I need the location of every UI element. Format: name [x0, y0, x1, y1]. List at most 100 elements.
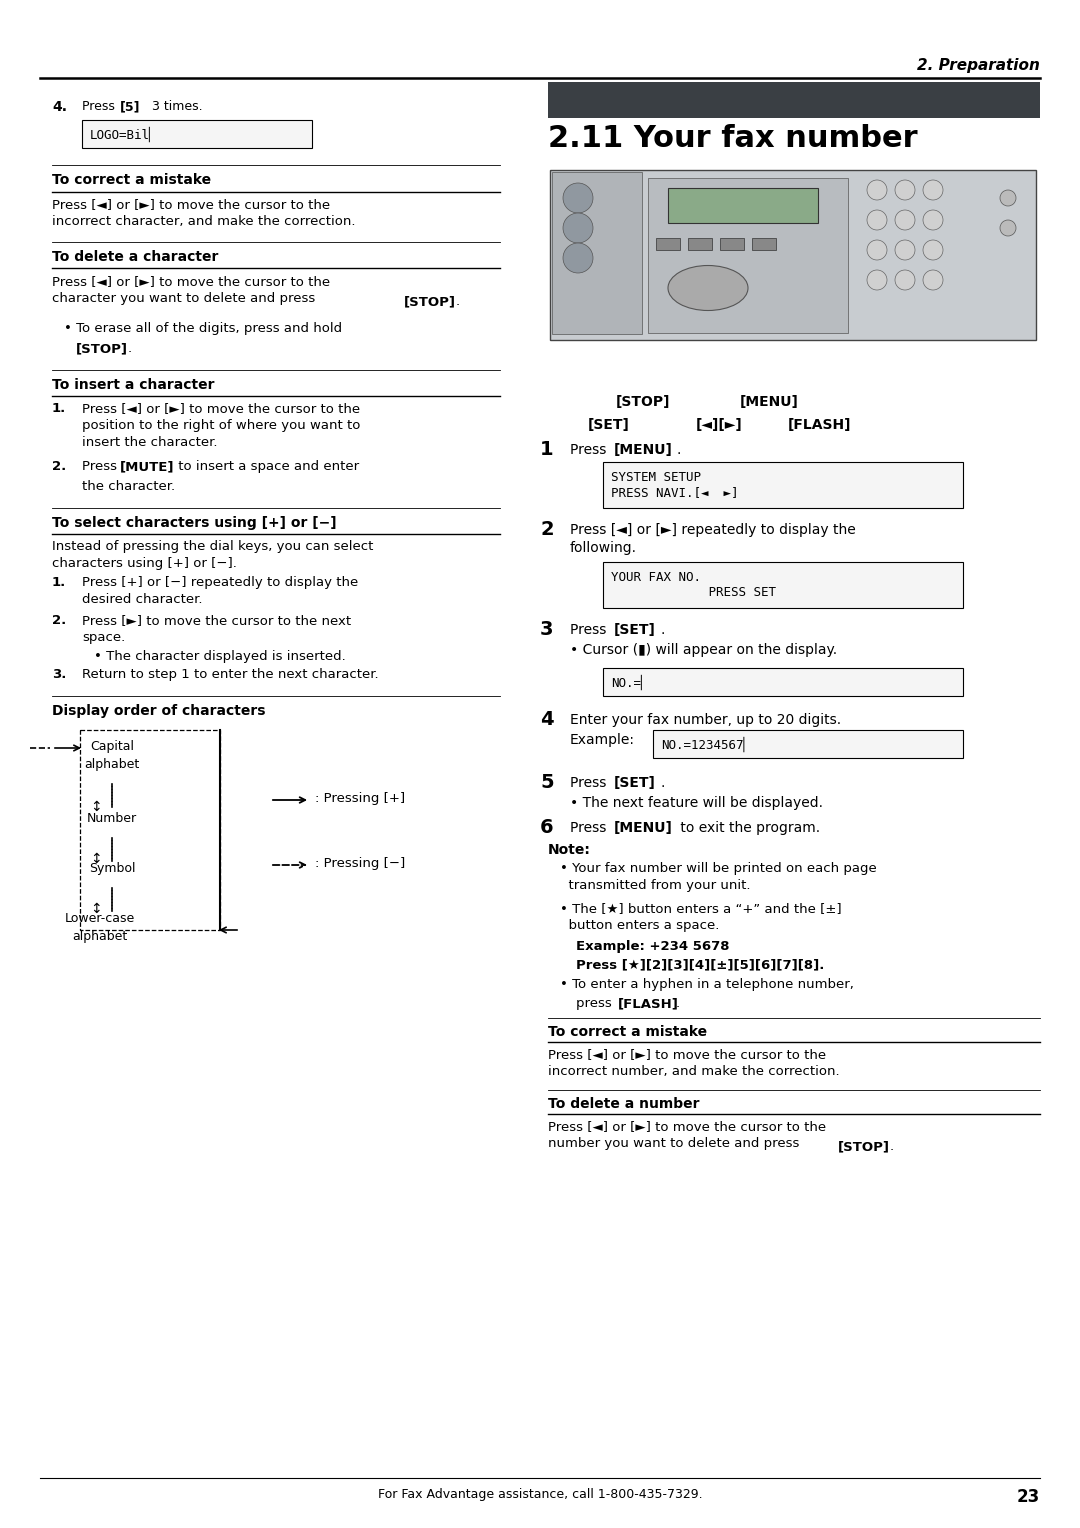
Bar — [669, 188, 818, 223]
Text: .: . — [890, 1140, 894, 1154]
Text: Press: Press — [570, 821, 611, 834]
Text: .: . — [676, 996, 680, 1010]
Text: • The character displayed is inserted.: • The character displayed is inserted. — [94, 649, 346, 663]
Text: To delete a character: To delete a character — [52, 251, 218, 264]
Circle shape — [1000, 189, 1016, 206]
Text: : Pressing [+]: : Pressing [+] — [315, 792, 405, 805]
Bar — [603, 461, 963, 507]
Text: Press [◄] or [►] repeatedly to display the
following.: Press [◄] or [►] repeatedly to display t… — [570, 523, 855, 555]
Text: To correct a mistake: To correct a mistake — [52, 173, 211, 186]
Text: [MENU]: [MENU] — [615, 443, 673, 457]
Circle shape — [923, 180, 943, 200]
Text: Example: +234 5678: Example: +234 5678 — [576, 940, 729, 953]
Text: .: . — [129, 342, 132, 354]
Text: [MENU]: [MENU] — [615, 821, 673, 834]
Text: • Your fax number will be printed on each page
  transmitted from your unit.: • Your fax number will be printed on eac… — [561, 862, 877, 892]
Text: [◄][►]: [◄][►] — [696, 419, 743, 432]
Bar — [720, 238, 744, 251]
Text: [5]: [5] — [120, 99, 140, 113]
Text: 3: 3 — [540, 620, 554, 639]
Text: Press: Press — [570, 776, 611, 790]
Circle shape — [923, 270, 943, 290]
Text: Press: Press — [82, 460, 121, 474]
Text: ↕: ↕ — [90, 902, 102, 915]
Circle shape — [923, 209, 943, 231]
Text: the character.: the character. — [82, 480, 175, 494]
Circle shape — [923, 240, 943, 260]
Text: Enter your fax number, up to 20 digits.: Enter your fax number, up to 20 digits. — [570, 714, 841, 727]
Text: To select characters using [+] or [−]: To select characters using [+] or [−] — [52, 516, 337, 530]
Text: Press [◄] or [►] to move the cursor to the
number you want to delete and press: Press [◄] or [►] to move the cursor to t… — [548, 1120, 826, 1151]
Text: 1.: 1. — [52, 402, 66, 416]
Circle shape — [563, 243, 593, 274]
Text: 23: 23 — [1016, 1488, 1040, 1507]
Circle shape — [563, 212, 593, 243]
Text: Symbol: Symbol — [89, 862, 135, 876]
Circle shape — [895, 270, 915, 290]
Text: alphabet: alphabet — [84, 758, 139, 772]
Circle shape — [867, 240, 887, 260]
Text: : Pressing [−]: : Pressing [−] — [315, 857, 405, 869]
Text: Instead of pressing the dial keys, you can select
characters using [+] or [−].: Instead of pressing the dial keys, you c… — [52, 539, 374, 570]
Text: 5: 5 — [540, 773, 554, 792]
Text: [SET]: [SET] — [615, 776, 656, 790]
Bar — [653, 730, 963, 758]
Text: [STOP]: [STOP] — [404, 295, 456, 309]
Text: To delete a number: To delete a number — [548, 1097, 700, 1111]
Text: NO.=1234567▏: NO.=1234567▏ — [661, 736, 751, 752]
Text: 4: 4 — [540, 711, 554, 729]
Bar — [82, 121, 312, 148]
Text: YOUR FAX NO.
             PRESS SET: YOUR FAX NO. PRESS SET — [611, 571, 777, 599]
Circle shape — [895, 209, 915, 231]
Text: .: . — [676, 443, 680, 457]
Text: For Fax Advantage assistance, call 1-800-435-7329.: For Fax Advantage assistance, call 1-800… — [378, 1488, 702, 1500]
Bar — [603, 562, 963, 608]
Bar — [548, 83, 1040, 118]
Text: [FLASH]: [FLASH] — [788, 419, 851, 432]
Text: 3.: 3. — [52, 668, 66, 681]
Text: 4.: 4. — [52, 99, 67, 115]
Ellipse shape — [669, 266, 748, 310]
Text: NO.=▏: NO.=▏ — [611, 674, 648, 689]
Circle shape — [867, 180, 887, 200]
Text: To correct a mistake: To correct a mistake — [548, 1025, 707, 1039]
Text: Note:: Note: — [548, 843, 591, 857]
Text: Capital: Capital — [90, 740, 134, 753]
Text: • Cursor (▮) will appear on the display.: • Cursor (▮) will appear on the display. — [570, 643, 837, 657]
Text: SYSTEM SETUP
PRESS NAVI.[◄  ►]: SYSTEM SETUP PRESS NAVI.[◄ ►] — [611, 471, 739, 500]
Bar — [648, 177, 848, 333]
Circle shape — [1000, 220, 1016, 235]
Text: [STOP]: [STOP] — [616, 396, 671, 410]
Text: Press [◄] or [►] to move the cursor to the
character you want to delete and pres: Press [◄] or [►] to move the cursor to t… — [52, 275, 330, 306]
Text: [STOP]: [STOP] — [838, 1140, 890, 1154]
Text: • To erase all of the digits, press and hold: • To erase all of the digits, press and … — [64, 322, 342, 335]
Text: Return to step 1 to enter the next character.: Return to step 1 to enter the next chara… — [82, 668, 379, 681]
Bar — [550, 170, 1036, 341]
Text: Press: Press — [570, 623, 611, 637]
Text: [SET]: [SET] — [588, 419, 630, 432]
Text: 2.: 2. — [52, 614, 66, 626]
Text: Press [+] or [−] repeatedly to display the
desired character.: Press [+] or [−] repeatedly to display t… — [82, 576, 359, 607]
Bar — [752, 238, 777, 251]
Text: Press [◄] or [►] to move the cursor to the
incorrect character, and make the cor: Press [◄] or [►] to move the cursor to t… — [52, 199, 355, 228]
Text: 1.: 1. — [52, 576, 66, 588]
Text: .: . — [660, 776, 664, 790]
Circle shape — [895, 240, 915, 260]
Text: 3 times.: 3 times. — [148, 99, 203, 113]
Text: 6: 6 — [540, 817, 554, 837]
Bar — [603, 668, 963, 695]
Text: Lower-case: Lower-case — [65, 912, 135, 924]
Text: • The next feature will be displayed.: • The next feature will be displayed. — [570, 796, 823, 810]
Text: ↕: ↕ — [90, 801, 102, 814]
Text: To insert a character: To insert a character — [52, 377, 215, 393]
Text: [FLASH]: [FLASH] — [618, 996, 679, 1010]
Circle shape — [867, 209, 887, 231]
Text: Press: Press — [82, 99, 119, 113]
Text: • To enter a hyphen in a telephone number,: • To enter a hyphen in a telephone numbe… — [561, 978, 854, 992]
Text: .: . — [456, 295, 460, 309]
Text: [MUTE]: [MUTE] — [120, 460, 175, 474]
Text: Example:: Example: — [570, 733, 635, 747]
Text: [STOP]: [STOP] — [76, 342, 129, 354]
Circle shape — [563, 183, 593, 212]
Text: 2: 2 — [540, 520, 554, 539]
